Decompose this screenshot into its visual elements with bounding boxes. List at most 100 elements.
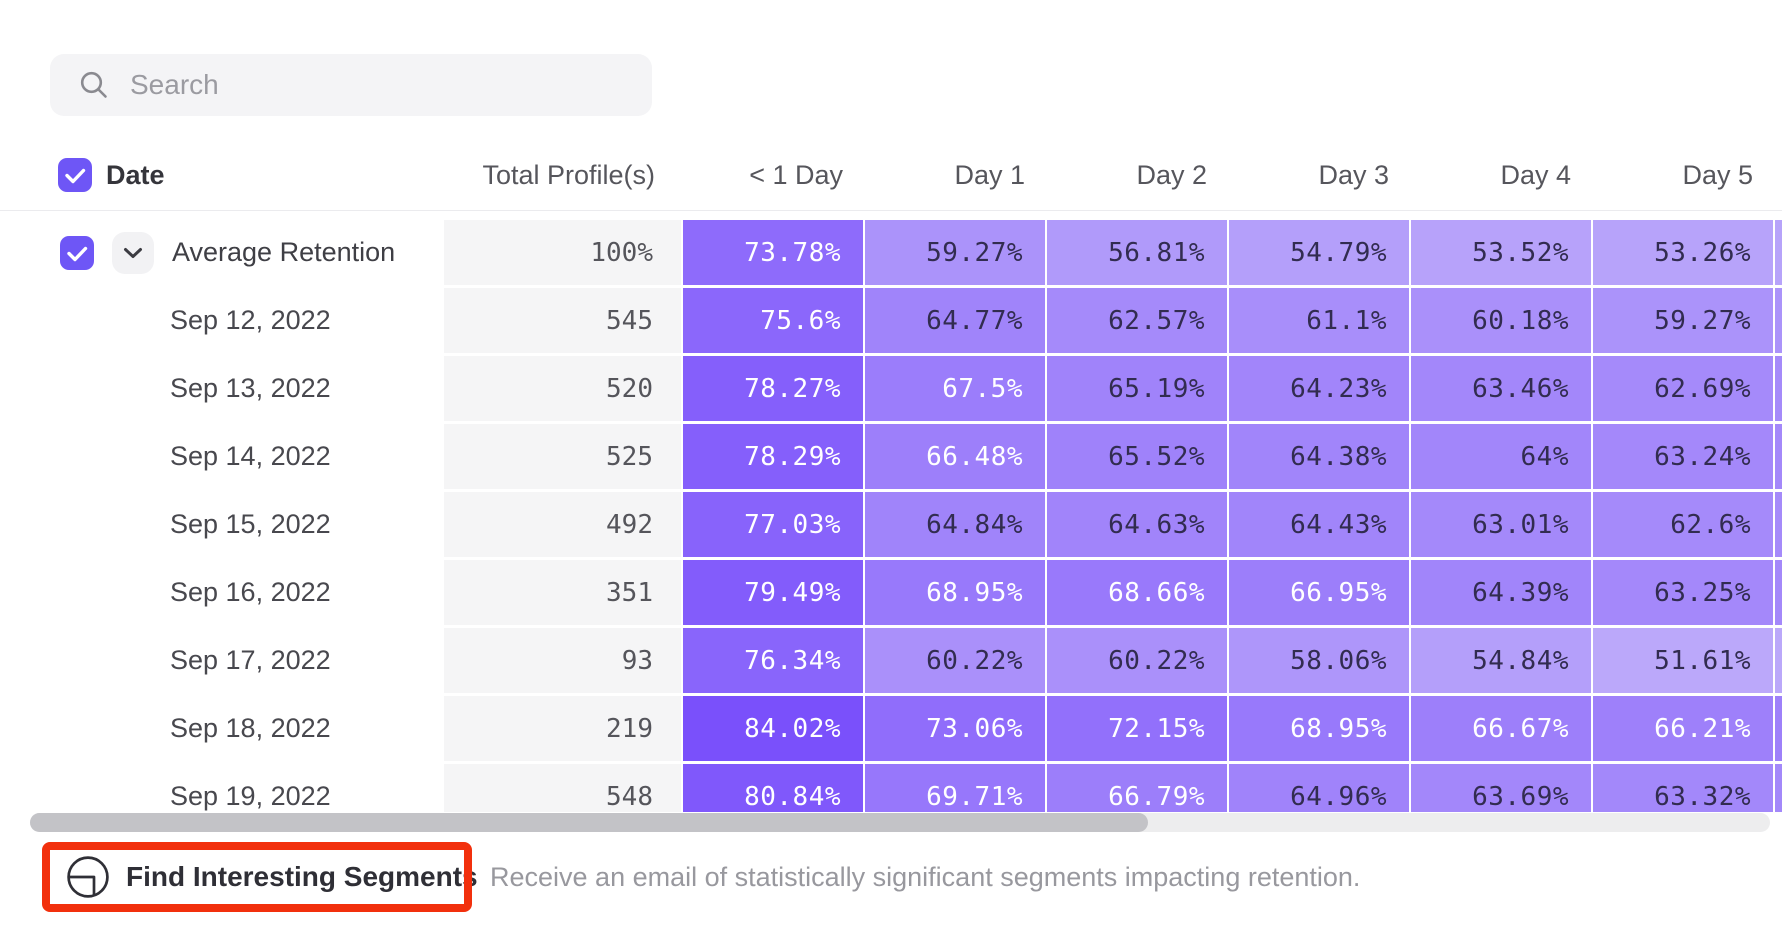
total-profiles-cell: 545	[444, 288, 681, 353]
retention-cell: 73.78%	[683, 220, 863, 285]
date-row-header: Sep 17, 2022	[0, 628, 442, 693]
retention-cell: 79.49%	[683, 560, 863, 625]
retention-cell: 59.27%	[865, 220, 1045, 285]
retention-cell: 66.79%	[1047, 764, 1227, 812]
horizontal-scrollbar-thumb[interactable]	[30, 813, 1148, 832]
retention-cell: 64.38%	[1229, 424, 1409, 489]
retention-cell: 63.25%	[1593, 560, 1773, 625]
table-row: Sep 13, 2022 520 78.27% 67.5% 65.19% 64.23% 63…	[0, 356, 1782, 421]
total-profiles-cell: 548	[444, 764, 681, 812]
segments-description: Receive an email of statistically signif…	[490, 861, 1361, 892]
header-day-2: Day 2	[1136, 159, 1207, 190]
header--1-day: < 1 Day	[749, 159, 843, 190]
header-total-profiles: Total Profile(s)	[482, 159, 655, 190]
date-row-header: Sep 19, 2022	[0, 764, 442, 812]
retention-cell: 64.39%	[1411, 560, 1591, 625]
find-interesting-segments-label: Find Interesting Segments	[126, 861, 478, 892]
edge-sliver-cell	[1775, 356, 1782, 421]
retention-cell: 68.95%	[1229, 696, 1409, 761]
retention-cell: 78.29%	[683, 424, 863, 489]
table-row: Average Retention 100% 73.78% 59.27% 56.81% 5…	[0, 220, 1782, 285]
edge-sliver-cell	[1775, 288, 1782, 353]
find-interesting-segments-button[interactable]: Find Interesting Segments	[42, 842, 478, 912]
table-row: Sep 14, 2022 525 78.29% 66.48% 65.52% 64.38% 6…	[0, 424, 1782, 489]
horizontal-scrollbar-track[interactable]	[30, 813, 1770, 832]
total-profiles-cell: 219	[444, 696, 681, 761]
date-row-header: Sep 18, 2022	[0, 696, 442, 761]
expand-collapse-button[interactable]	[112, 231, 154, 274]
row-checkbox[interactable]	[60, 235, 94, 270]
date-row-header: Sep 13, 2022	[0, 356, 442, 421]
retention-cell: 60.22%	[865, 628, 1045, 693]
retention-cell: 77.03%	[683, 492, 863, 557]
retention-cell: 64.43%	[1229, 492, 1409, 557]
retention-cell: 80.84%	[683, 764, 863, 812]
row-label: Sep 13, 2022	[170, 373, 331, 403]
retention-table-body: Average Retention 100% 73.78% 59.27% 56.81% 5…	[0, 212, 1782, 812]
retention-cell: 53.52%	[1411, 220, 1591, 285]
row-label: Sep 19, 2022	[170, 781, 331, 811]
total-profiles-cell: 93	[444, 628, 681, 693]
retention-cell: 69.71%	[865, 764, 1045, 812]
retention-cell: 75.6%	[683, 288, 863, 353]
retention-cell: 64.23%	[1229, 356, 1409, 421]
retention-cell: 67.5%	[865, 356, 1045, 421]
total-profiles-cell: 525	[444, 424, 681, 489]
date-row-header: Sep 14, 2022	[0, 424, 442, 489]
retention-cell: 58.06%	[1229, 628, 1409, 693]
total-profiles-cell: 351	[444, 560, 681, 625]
header-day-4: Day 4	[1500, 159, 1571, 190]
table-row: Sep 16, 2022 351 79.49% 68.95% 68.66% 66.95% 6…	[0, 560, 1782, 625]
retention-cell: 66.67%	[1411, 696, 1591, 761]
header-day-1: Day 1	[954, 159, 1025, 190]
select-all-checkbox[interactable]	[58, 158, 92, 192]
row-label: Sep 14, 2022	[170, 441, 331, 471]
retention-cell: 73.06%	[865, 696, 1045, 761]
header-day-3: Day 3	[1318, 159, 1389, 190]
total-profiles-cell: 100%	[444, 220, 681, 285]
search-icon	[78, 69, 110, 101]
segments-icon	[66, 855, 110, 899]
retention-cell: 56.81%	[1047, 220, 1227, 285]
row-label: Sep 18, 2022	[170, 713, 331, 743]
retention-cell: 61.1%	[1229, 288, 1409, 353]
retention-cell: 66.95%	[1229, 560, 1409, 625]
retention-cell: 51.61%	[1593, 628, 1773, 693]
total-profiles-cell: 492	[444, 492, 681, 557]
search-bar[interactable]	[50, 54, 652, 116]
retention-cell: 68.95%	[865, 560, 1045, 625]
retention-cell: 64%	[1411, 424, 1591, 489]
retention-cell: 63.69%	[1411, 764, 1591, 812]
retention-cell: 66.48%	[865, 424, 1045, 489]
retention-cell: 72.15%	[1047, 696, 1227, 761]
row-label: Sep 16, 2022	[170, 577, 331, 607]
total-profiles-cell: 520	[444, 356, 681, 421]
retention-cell: 63.32%	[1593, 764, 1773, 812]
retention-cell: 63.24%	[1593, 424, 1773, 489]
date-row-header: Sep 12, 2022	[0, 288, 442, 353]
table-row: Sep 12, 2022 545 75.6% 64.77% 62.57% 61.1% 60.…	[0, 288, 1782, 353]
table-row: Sep 19, 2022 548 80.84% 69.71% 66.79% 64.96% 6…	[0, 764, 1782, 812]
header-date-cell: Date	[0, 158, 444, 192]
row-label: Average Retention	[172, 237, 396, 267]
row-label: Sep 12, 2022	[170, 305, 331, 335]
search-input[interactable]	[128, 68, 652, 102]
edge-sliver-cell	[1775, 764, 1782, 812]
retention-cell: 84.02%	[683, 696, 863, 761]
row-label: Sep 17, 2022	[170, 645, 331, 675]
retention-cell: 54.79%	[1229, 220, 1409, 285]
header-day-5: Day 5	[1682, 159, 1753, 190]
table-header: Date Total Profile(s) < 1 Day Day 1 Day 2 D…	[0, 140, 1782, 211]
retention-cell: 62.69%	[1593, 356, 1773, 421]
retention-cell: 66.21%	[1593, 696, 1773, 761]
edge-sliver-cell	[1775, 560, 1782, 625]
retention-cell: 78.27%	[683, 356, 863, 421]
retention-cell: 60.18%	[1411, 288, 1591, 353]
retention-cell: 60.22%	[1047, 628, 1227, 693]
average-retention-row-header: Average Retention	[0, 220, 442, 285]
edge-sliver-cell	[1775, 696, 1782, 761]
header-date-label: Date	[106, 159, 165, 190]
retention-cell: 64.63%	[1047, 492, 1227, 557]
date-row-header: Sep 15, 2022	[0, 492, 442, 557]
retention-cell: 65.19%	[1047, 356, 1227, 421]
